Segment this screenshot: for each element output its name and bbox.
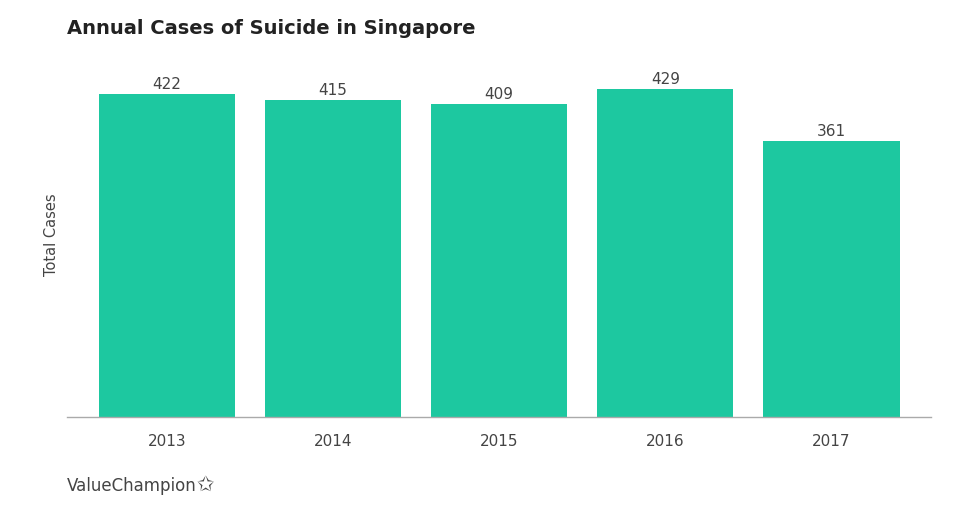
Bar — [265, 100, 401, 417]
Bar — [763, 142, 900, 417]
Bar — [431, 105, 567, 417]
Text: 361: 361 — [817, 124, 846, 138]
Y-axis label: Total Cases: Total Cases — [44, 193, 59, 275]
Text: 415: 415 — [319, 82, 348, 97]
Text: 409: 409 — [485, 87, 514, 102]
Text: Annual Cases of Suicide in Singapore: Annual Cases of Suicide in Singapore — [67, 19, 476, 38]
Bar — [99, 95, 235, 417]
Text: 429: 429 — [651, 72, 680, 87]
Bar — [597, 90, 733, 417]
Text: ✩: ✩ — [197, 474, 214, 494]
Text: ValueChampion: ValueChampion — [67, 476, 197, 494]
Text: 422: 422 — [153, 77, 181, 92]
